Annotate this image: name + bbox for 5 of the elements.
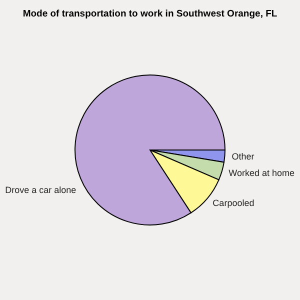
chart-title: Mode of transportation to work in Southwest Orange, FL xyxy=(22,8,278,20)
slice-label: Drove a car alone xyxy=(5,185,76,196)
slice-label: Worked at home xyxy=(228,168,295,178)
slice-label: Other xyxy=(232,152,254,162)
slice-label: Carpooled xyxy=(212,198,254,208)
